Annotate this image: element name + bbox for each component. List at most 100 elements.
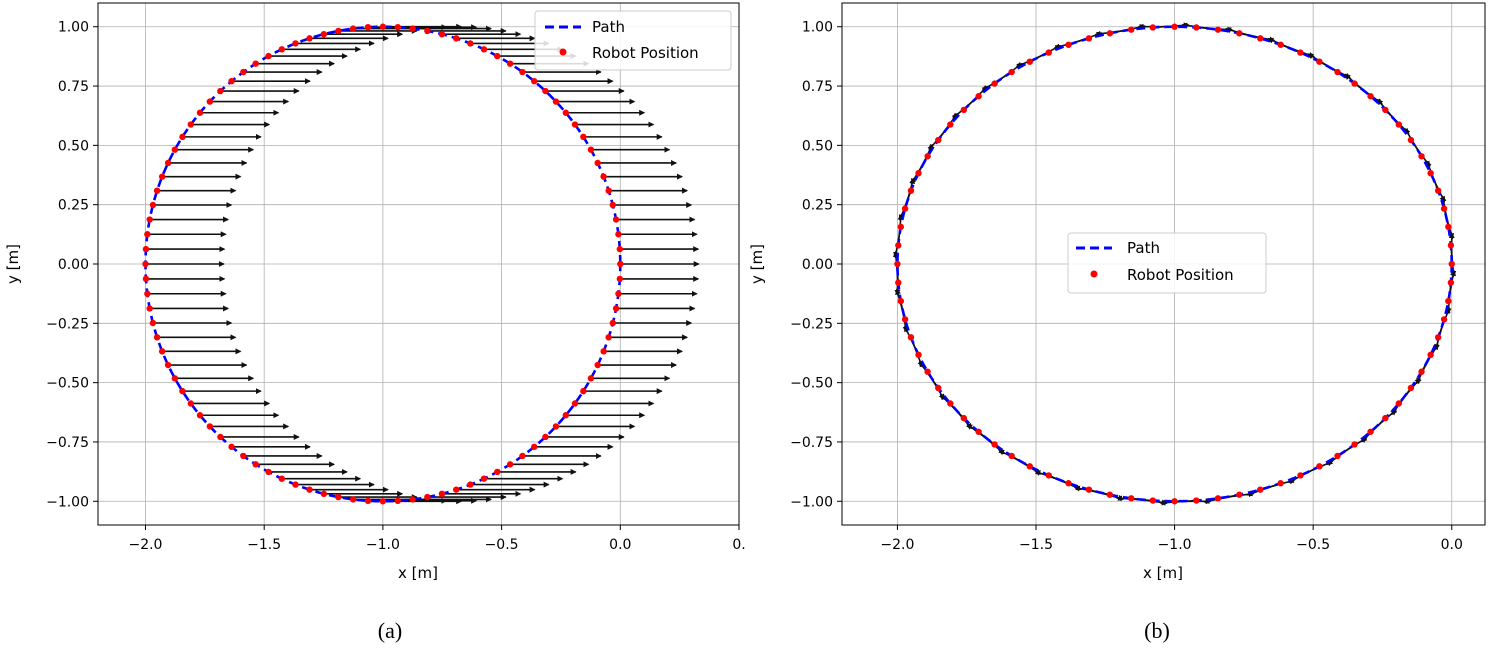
robot-position-point (153, 334, 161, 341)
robot-position-point (453, 35, 460, 42)
x-tick-label: −2.0 (128, 537, 162, 553)
robot-position-point (580, 387, 587, 395)
y-axis-label: y [m] (4, 244, 22, 284)
y-tick-label: 0.00 (58, 257, 89, 273)
robot-position-point (1334, 68, 1341, 76)
robot-position-point (552, 423, 560, 430)
robot-position-point (897, 297, 905, 305)
robot-position-point (394, 23, 401, 31)
y-tick-label: 1.00 (58, 20, 89, 36)
velocity-arrow (1159, 499, 1197, 506)
velocity-arrow (1391, 387, 1412, 416)
robot-position-point (1434, 334, 1442, 341)
velocity-arrow (1319, 60, 1352, 79)
robot-position-point (1277, 41, 1284, 48)
x-tick-label: −1.0 (1158, 537, 1192, 553)
robot-position-point (605, 187, 612, 194)
robot-position-point (615, 231, 622, 238)
legend-path-label: Path (1127, 239, 1160, 257)
robot-position-point (1434, 187, 1442, 194)
caption-b: (b) (1144, 618, 1170, 643)
robot-position-point (1418, 153, 1425, 160)
x-tick-label: −2.0 (880, 537, 914, 553)
x-axis-label: x [m] (1143, 564, 1183, 582)
robot-position-point (531, 77, 538, 85)
robot-position-point (179, 133, 186, 141)
robot-position-point (1128, 495, 1135, 502)
robot-position-point (1008, 452, 1015, 460)
robot-position-point (519, 452, 526, 460)
robot-position-point (379, 498, 387, 505)
robot-position-point (228, 77, 235, 85)
robot-position-point (924, 153, 931, 160)
robot-position-point (171, 146, 179, 153)
robot-position-point (206, 423, 214, 430)
robot-position-point (153, 187, 161, 194)
robot-position-point (1448, 260, 1455, 268)
robot-position-point (196, 109, 204, 116)
robot-position-point (600, 348, 607, 355)
velocity-arrow (917, 143, 934, 174)
robot-position-point (612, 305, 620, 312)
robot-position-point (542, 87, 549, 95)
robot-position-point (1382, 106, 1389, 114)
y-tick-label: 0.50 (58, 138, 89, 154)
robot-position-point (306, 486, 313, 493)
robot-position-point (935, 136, 942, 144)
robot-position-point (594, 361, 601, 369)
x-tick-label: −0.5 (1296, 537, 1330, 553)
robot-position-point (1236, 30, 1243, 37)
robot-position-point (364, 497, 372, 505)
robot-position-point (394, 497, 401, 505)
robot-position-point (1440, 316, 1448, 323)
robot-position-point (1316, 463, 1323, 470)
robot-position-point (1214, 26, 1222, 33)
y-tick-label: −1.00 (46, 494, 89, 510)
robot-position-point (1045, 472, 1052, 479)
robot-position-point (947, 121, 954, 128)
robot-position-point (901, 205, 909, 212)
robot-position-point (179, 387, 186, 395)
y-tick-label: −0.50 (46, 376, 89, 392)
robot-position-point (1445, 297, 1452, 305)
robot-position-point (1440, 205, 1448, 212)
robot-position-point (1418, 368, 1425, 375)
y-tick-label: −0.25 (46, 316, 89, 332)
robot-position-point (144, 290, 151, 297)
robot-position-point (571, 121, 579, 128)
x-axis-label: x [m] (398, 564, 438, 582)
robot-position-point (1193, 24, 1200, 31)
robot-position-point (217, 433, 224, 441)
y-tick-label: 0.00 (802, 257, 833, 273)
robot-position-point (600, 173, 607, 180)
x-tick-label: 0. (732, 537, 745, 553)
robot-position-point (1085, 486, 1093, 493)
robot-position-point (1447, 279, 1455, 286)
robot-position-point (1045, 49, 1052, 56)
legend-robot-swatch (1090, 270, 1098, 278)
legend-robot-swatch (559, 48, 567, 56)
robot-position-series (142, 23, 624, 505)
robot-position-point (306, 35, 313, 42)
robot-position-point (609, 201, 617, 209)
y-tick-label: 1.00 (802, 20, 833, 36)
y-tick-label: −0.50 (790, 376, 833, 392)
legend-path-label: Path (592, 18, 625, 36)
robot-position-point (480, 46, 488, 53)
robot-position-point (975, 428, 982, 435)
y-tick-label: 0.75 (58, 79, 89, 95)
robot-position-point (1257, 35, 1264, 42)
robot-position-point (1065, 41, 1072, 48)
robot-position-point (228, 443, 235, 451)
y-tick-label: 0.25 (58, 198, 89, 214)
legend-box (534, 10, 732, 71)
y-tick-label: 0.75 (802, 79, 833, 95)
robot-position-point (901, 316, 909, 323)
robot-position-point (364, 23, 372, 31)
robot-position-point (1171, 498, 1178, 505)
robot-position-point (252, 60, 259, 67)
robot-position-point (1334, 452, 1341, 460)
robot-position-point (1106, 30, 1114, 37)
robot-position-point (562, 412, 570, 419)
